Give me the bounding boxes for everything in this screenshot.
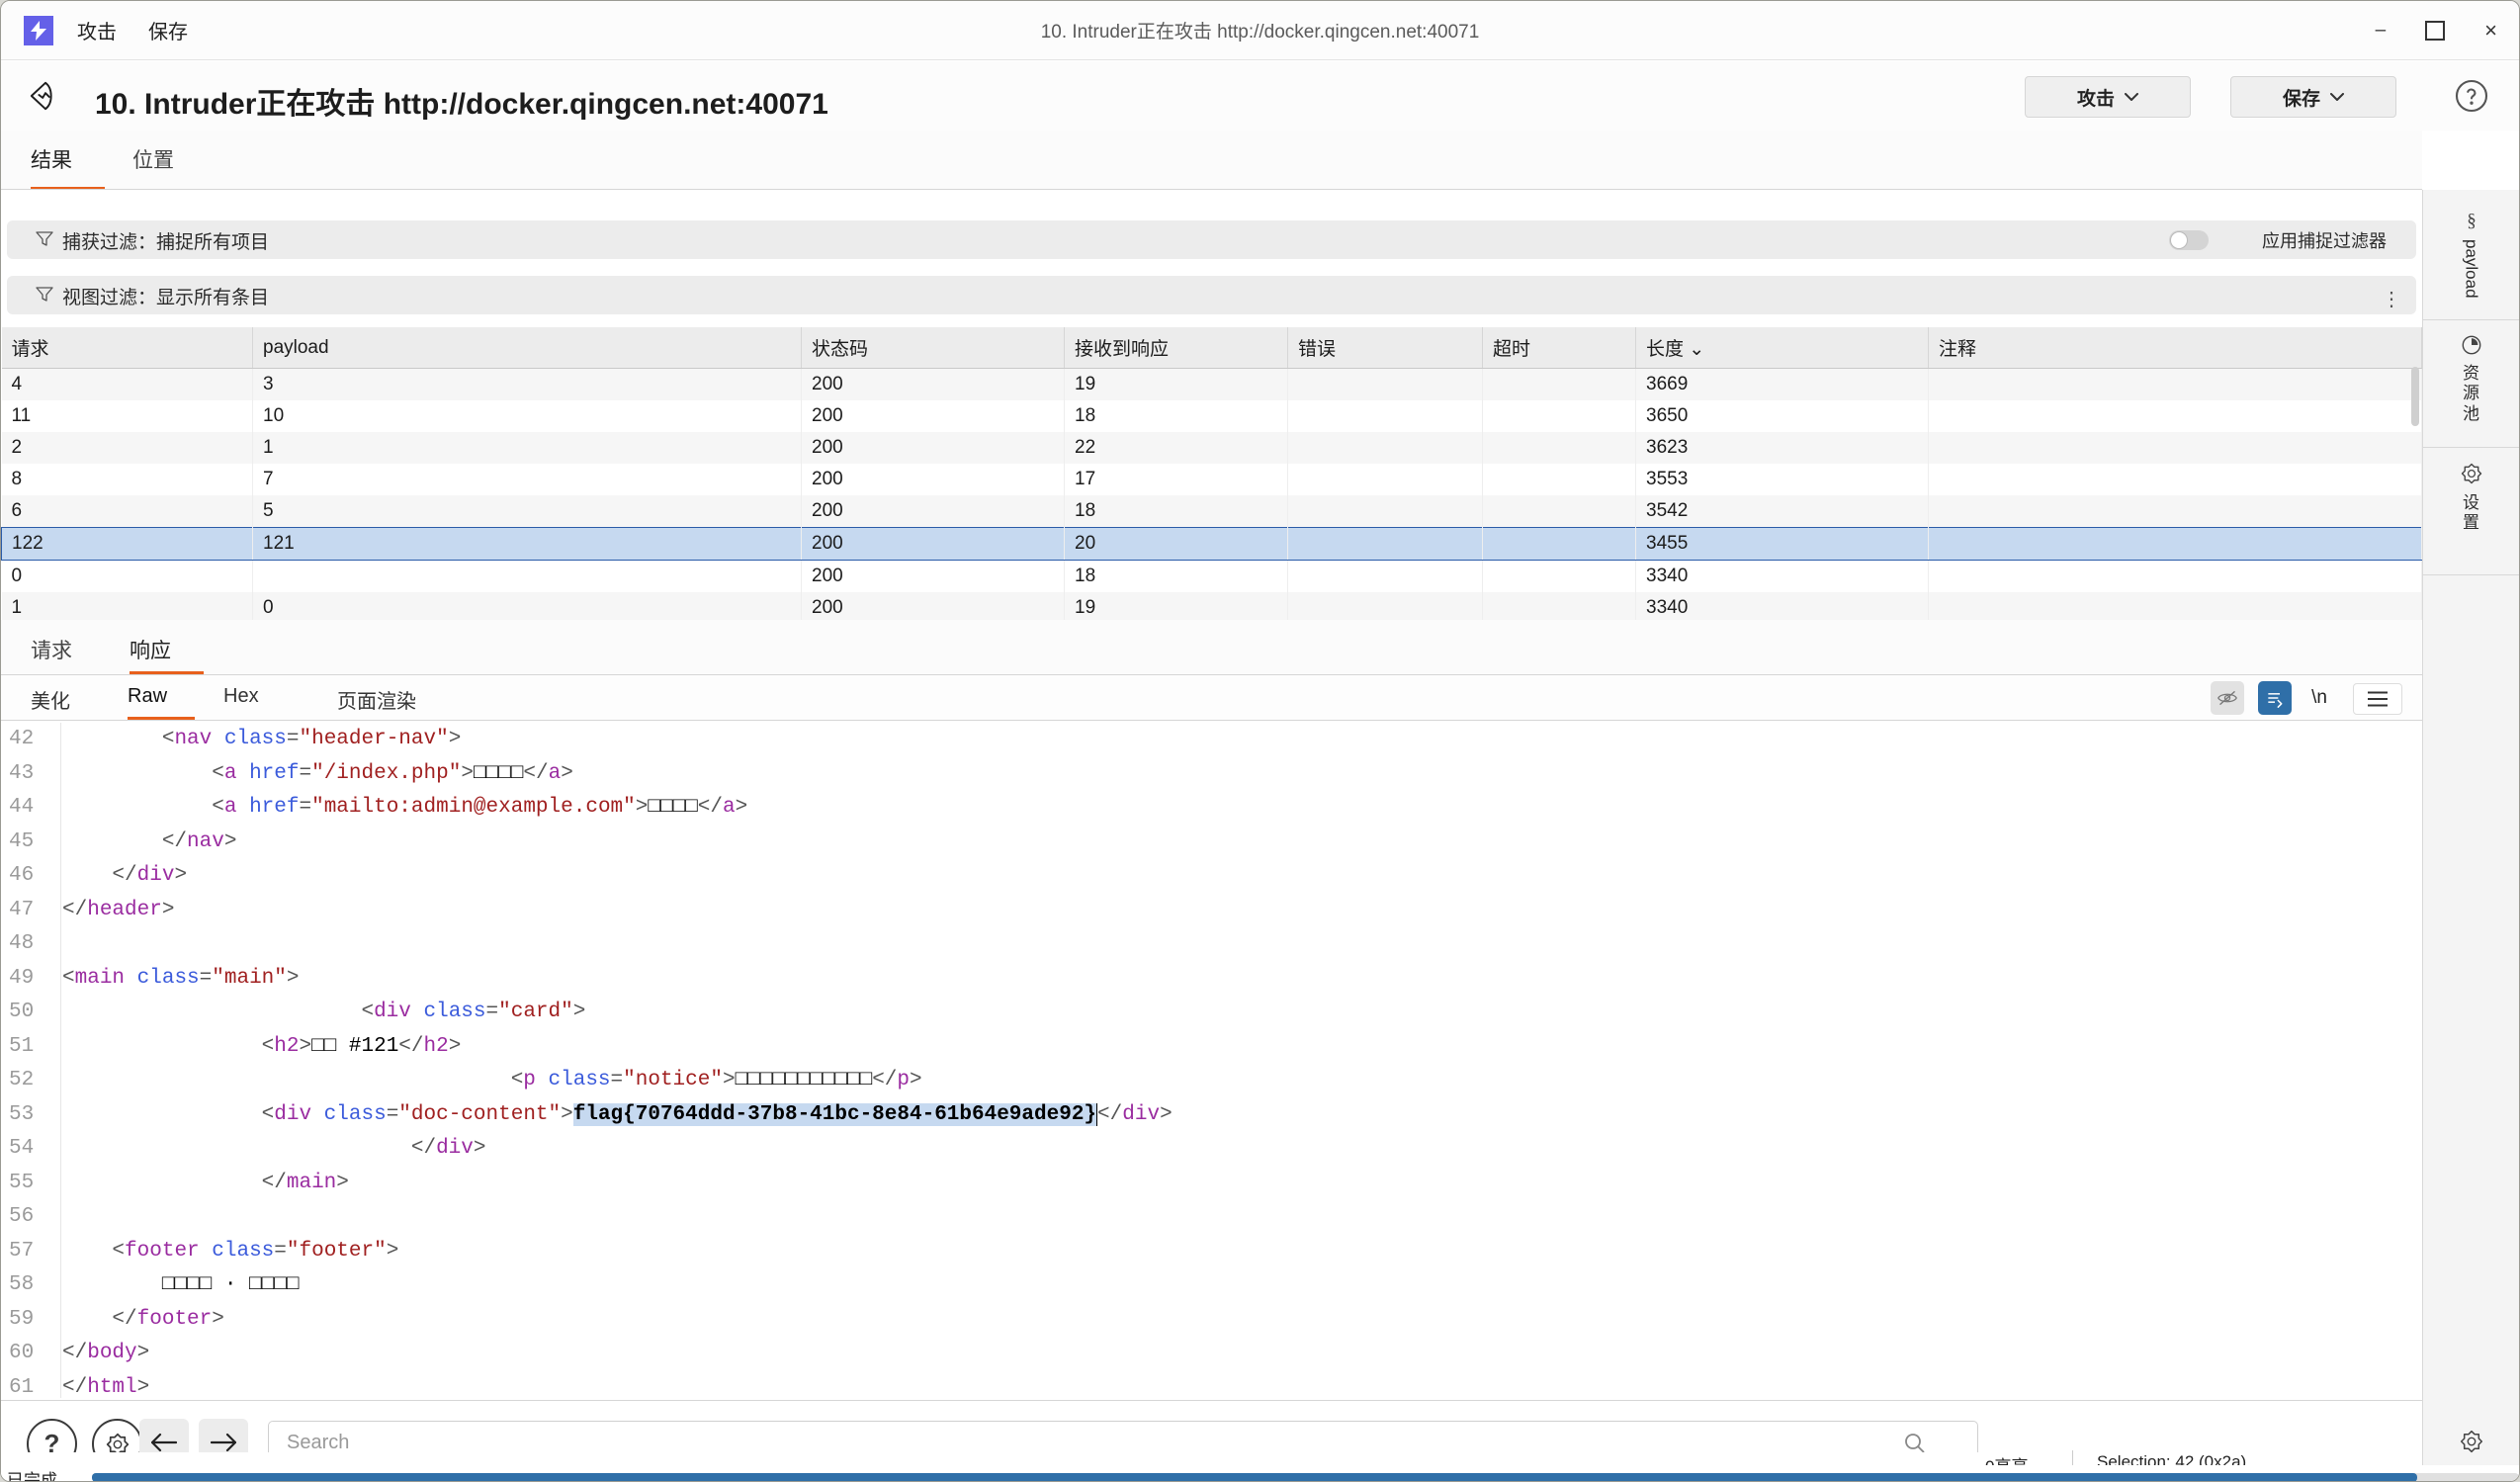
svg-text:§: § xyxy=(2467,211,2477,231)
